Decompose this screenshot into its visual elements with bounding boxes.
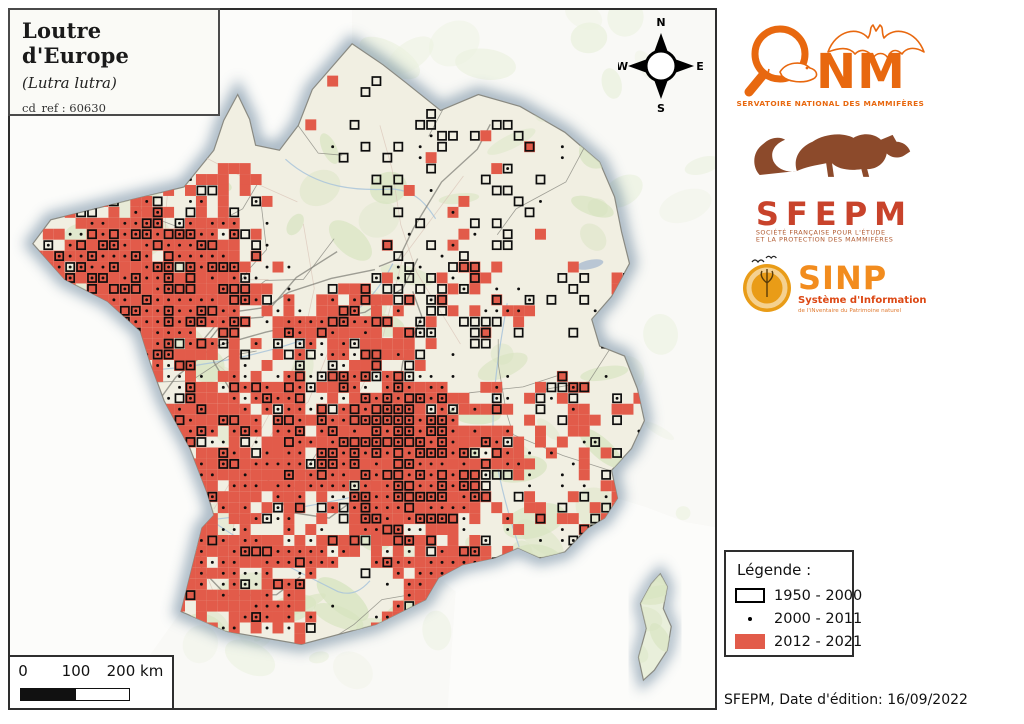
title-box: Loutre d'Europe (Lutra lutra) cd_ref : 6…: [8, 8, 220, 116]
scale-tick-200: 200 km: [106, 662, 164, 680]
magnifier-icon: [744, 25, 809, 97]
sinp-logo: SINP Système d'Information de l'iNventai…: [740, 255, 935, 321]
legend-open-square-swatch: [735, 588, 765, 603]
open-squares-1950-2000: [43, 43, 644, 633]
sinp-tagline: Système d'Information: [798, 294, 927, 306]
bat-icon: [827, 24, 925, 59]
map-canvas: [8, 8, 717, 710]
sfepm-acronym: SFEPM: [756, 195, 913, 233]
legend-item-2000-2011: 2000 - 2011: [735, 607, 862, 630]
legend-item-1950-2000: 1950 - 2000: [735, 584, 862, 607]
legend-box: Légende : 1950 - 2000 2000 - 2011 2012 -…: [724, 550, 862, 657]
france-distribution-map: [10, 10, 715, 708]
legend-filled-square-swatch: [735, 634, 765, 649]
mouse-icon: [767, 62, 818, 83]
scale-tick-0: 0: [18, 662, 28, 680]
onm-acronym: NM: [816, 44, 906, 100]
map-title: Loutre d'Europe: [22, 18, 130, 68]
onm-full-name: OBSERVATOIRE NATIONAL DES MAMMIFÈRES: [736, 99, 924, 108]
compass-n-label: N: [656, 16, 665, 29]
bird-icon: [765, 255, 777, 259]
legend-heading: Légende :: [737, 561, 812, 579]
scale-tick-100: 100: [61, 662, 91, 680]
scale-bar-box: 0 100 200 km: [8, 655, 174, 710]
legend-label: 1950 - 2000: [774, 587, 863, 604]
compass-rose: N S W E: [616, 14, 704, 115]
cd-ref-code: cd_ref : 60630: [22, 101, 106, 115]
sfepm-name-line2: ET LA PROTECTION DES MAMMIFÈRES: [756, 234, 894, 242]
weasel-icon: [754, 134, 911, 177]
lake: [576, 259, 604, 270]
sfepm-logo: SFEPM SOCIÉTÉ FRANÇAISE POUR L'ÉTUDE ET …: [748, 130, 963, 245]
bird-icon: [751, 259, 765, 264]
scale-bar: [20, 688, 130, 701]
species-latin-name: (Lutra lutra): [22, 74, 117, 92]
compass-w-label: W: [618, 60, 628, 73]
legend-label: 2012 - 2021: [774, 633, 863, 650]
legend-dot-swatch: [748, 616, 752, 621]
scale-bar-filled-half: [21, 689, 76, 700]
compass-rose-icon: N S W E: [616, 16, 704, 115]
sinp-badge-icon: [743, 255, 791, 312]
sfepm-name-line1: SOCIÉTÉ FRANÇAISE POUR L'ÉTUDE: [756, 228, 886, 237]
sinp-subline: de l'iNventaire du Patrimoine naturel: [798, 308, 901, 314]
sinp-acronym: SINP: [798, 259, 887, 297]
onm-logo: NM OBSERVATOIRE NATIONAL DES MAMMIFÈRES: [724, 16, 1006, 116]
legend-item-2012-2021: 2012 - 2021: [735, 630, 862, 653]
edition-credit: SFEPM, Date d'édition: 16/09/2022: [724, 692, 968, 708]
compass-e-label: E: [696, 60, 704, 73]
legend-label: 2000 - 2011: [774, 610, 863, 627]
compass-s-label: S: [657, 102, 665, 114]
